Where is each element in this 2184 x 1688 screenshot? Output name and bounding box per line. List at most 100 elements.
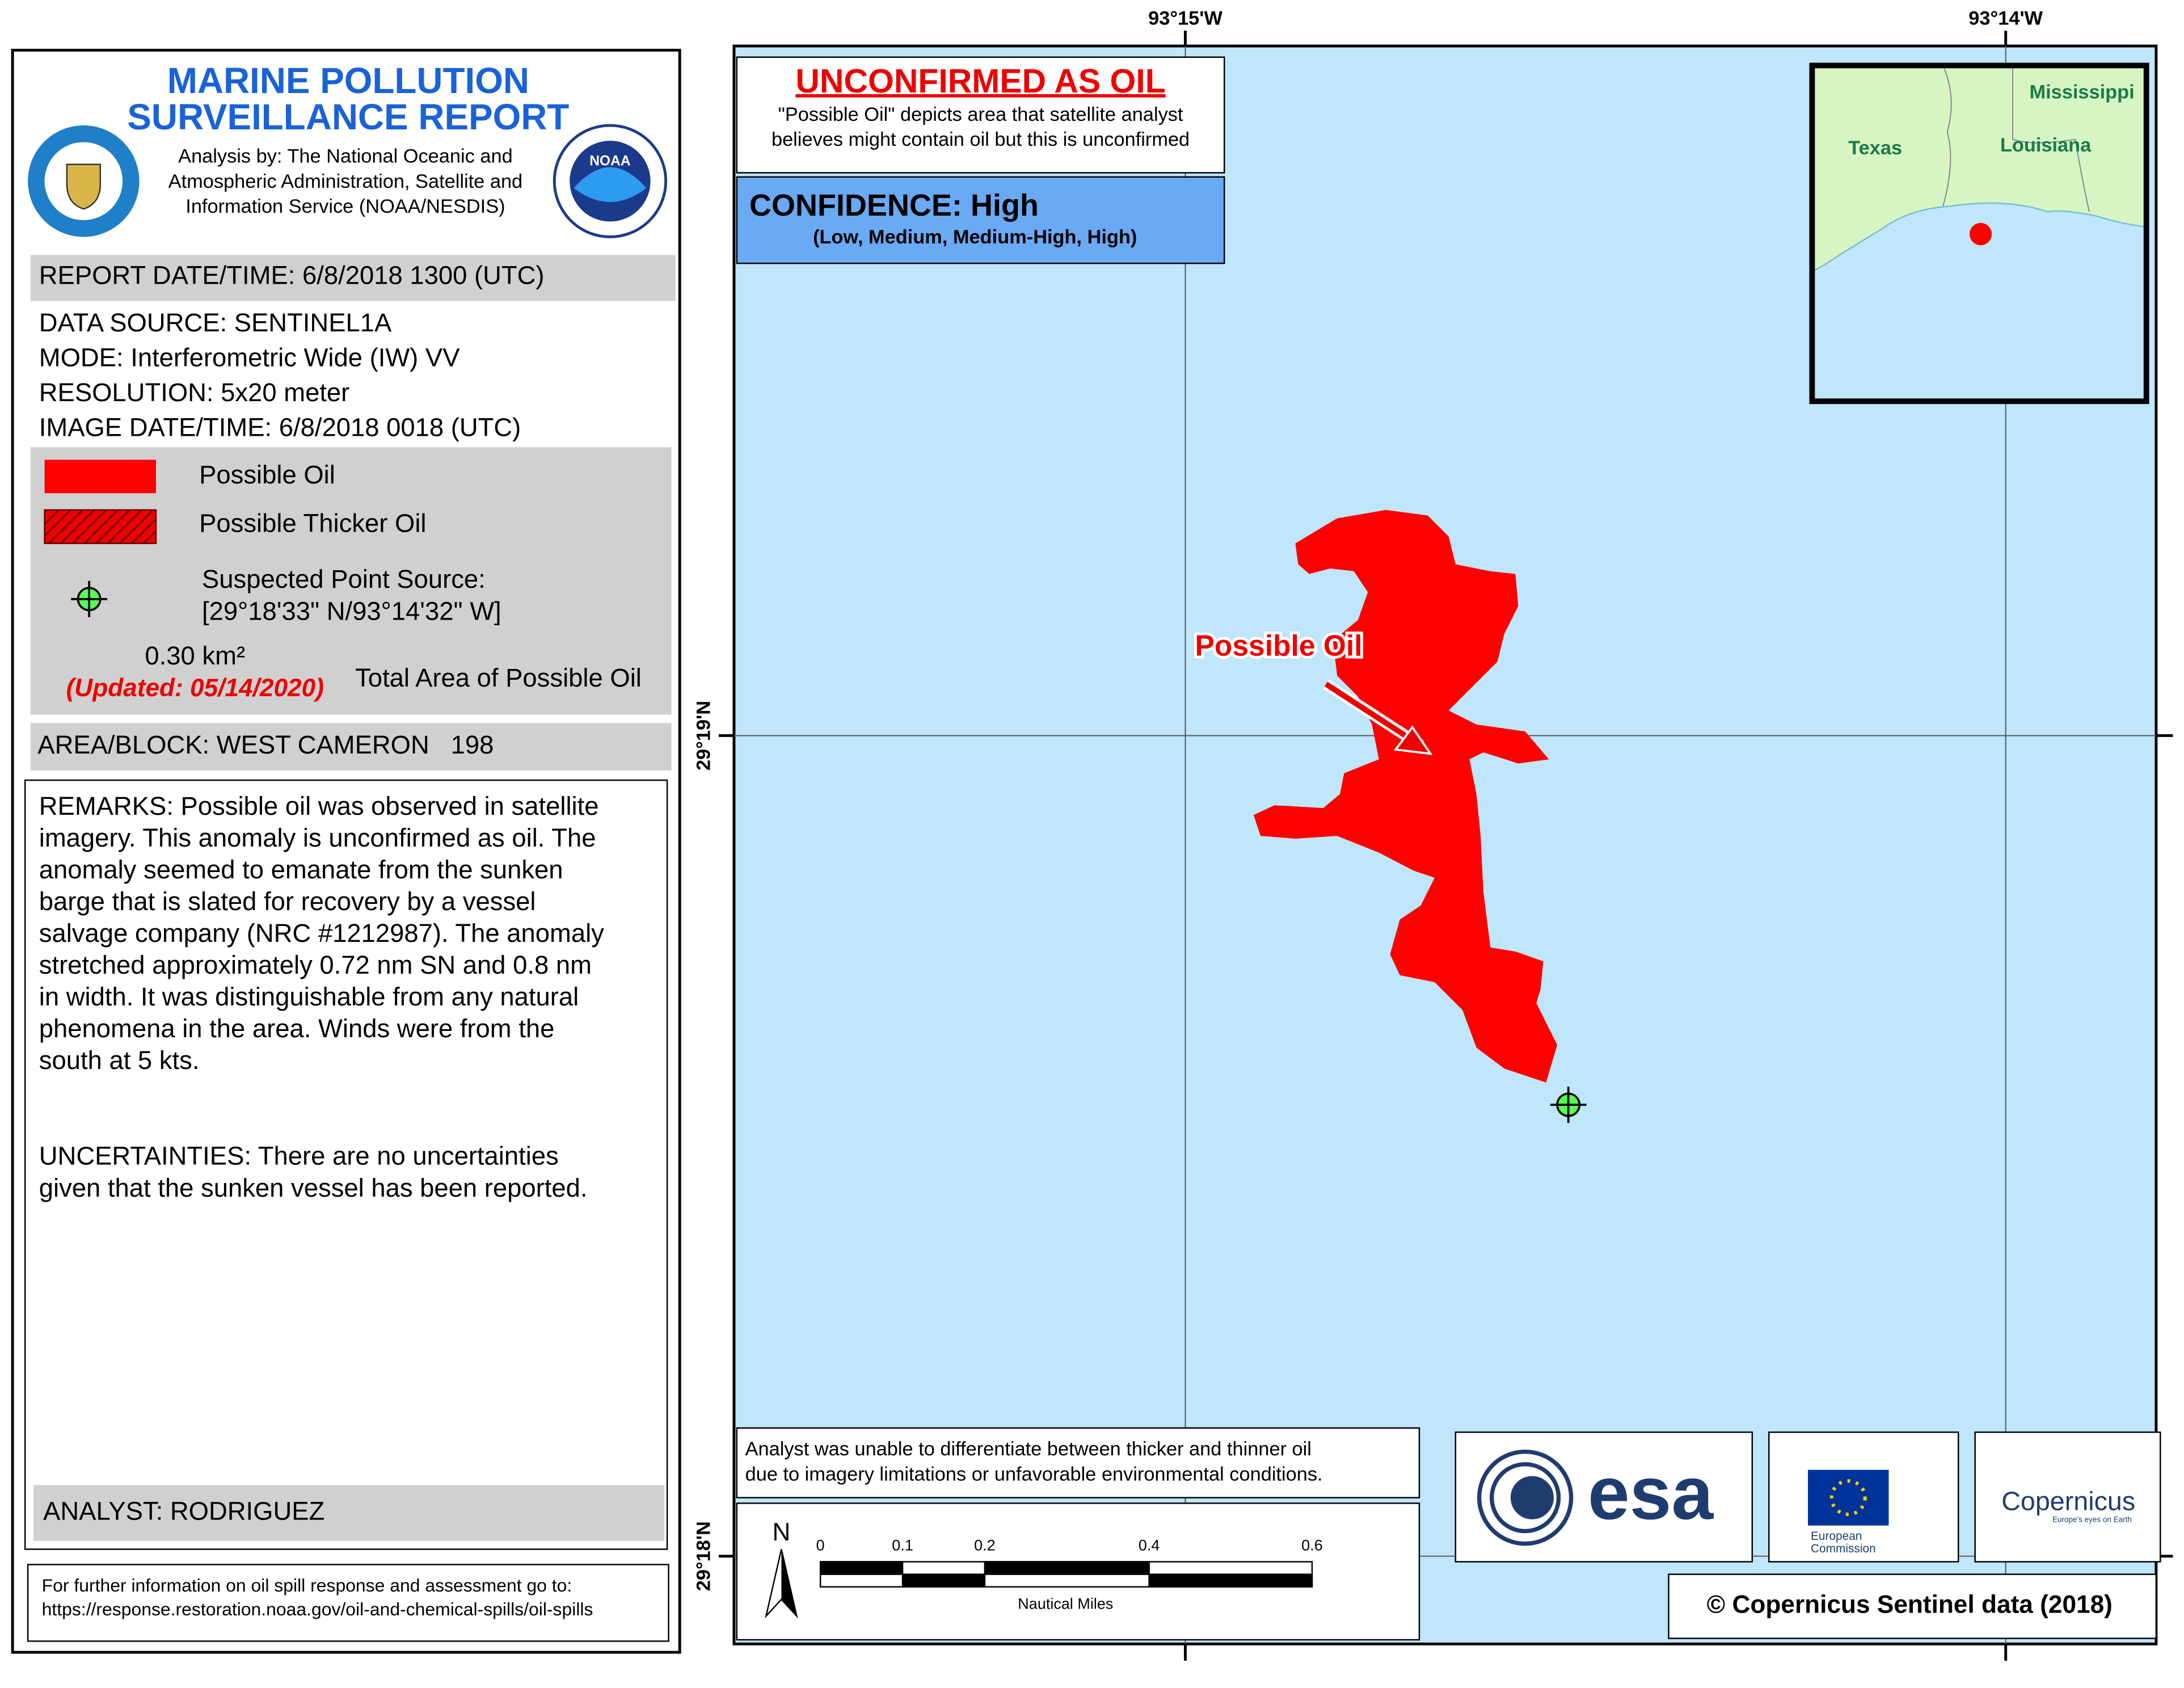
remark-line: barge that is slated for recovery by a v… [39, 887, 536, 916]
remarks: REMARKS: Possible oil was observed in sa… [39, 792, 604, 1075]
block-bar [31, 723, 672, 771]
copernicus-tagline: Europe's eyes on Earth [2052, 1515, 2132, 1523]
area-label: Total Area of Possible Oil [355, 663, 642, 692]
scale-tick-label: 0.6 [1301, 1537, 1323, 1554]
lat-label: 29°19'N [693, 701, 714, 771]
shape [66, 163, 102, 210]
scale-tick-label: 0.2 [974, 1537, 996, 1554]
date-bar [31, 255, 676, 301]
scale-ticks: 0 0.1 0.2 0.4 0.6 [816, 1537, 1323, 1554]
footer: For further information on oil spill res… [42, 1575, 572, 1596]
shape [1393, 725, 1433, 755]
detail: IMAGE DATE/TIME: 6/8/2018 0018 (UTC) [39, 412, 521, 441]
status: UNCONFIRMED AS OIL [795, 63, 1165, 100]
shape [2012, 65, 2090, 212]
disclaimer-box [736, 1427, 1420, 1498]
remark-line: anomaly seemed to emanate from the sunke… [39, 855, 563, 884]
annotation-arrow [1323, 679, 1433, 755]
detail: MODE: Interferometric Wide (IW) VV [39, 343, 460, 372]
report-date: REPORT DATE/TIME: 6/8/2018 1300 (UTC) [39, 261, 545, 290]
noaa-text: NOAA [589, 153, 631, 169]
remark-line: REMARKS: Possible oil was observed in sa… [39, 792, 599, 820]
shape [819, 1561, 904, 1575]
analyst: ANALYST: RODRIGUEZ [43, 1497, 324, 1526]
oil-slick [1253, 510, 1558, 1083]
lat-label: 29°18'N [693, 1521, 714, 1591]
copernicus-text: Copernicus [2001, 1487, 2135, 1516]
remark-line: south at 5 kts. [39, 1046, 200, 1075]
shape [1324, 681, 1411, 741]
credit: © Copernicus Sentinel data (2018) [1707, 1591, 2113, 1619]
uncertainties: given that the sunken vessel has been re… [39, 1173, 588, 1202]
shape [1809, 62, 2149, 405]
credit-box [1668, 1573, 2157, 1639]
legend-label: Possible Thicker Oil [199, 509, 426, 538]
detail: DATA SOURCE: SENTINEL1A [39, 308, 392, 337]
area-block: AREA/BLOCK: WEST CAMERON 198 [37, 730, 494, 759]
inset-location [1969, 222, 1992, 246]
scale-bar [819, 1561, 1313, 1588]
analysis: Atmospheric Administration, Satellite an… [168, 171, 523, 192]
lon-label: 93°14'W [1968, 7, 2043, 29]
status-note: "Possible Oil" depicts area that satelli… [778, 104, 1183, 125]
shape [1811, 65, 2147, 273]
ec-text: European [1811, 1530, 1862, 1543]
legend-swatch-oil [44, 460, 156, 494]
confidence-scale: (Low, Medium, Medium-High, High) [813, 226, 1137, 248]
annotation: Possible Oil [1195, 629, 1362, 662]
legend-label: Possible Oil [199, 460, 335, 489]
shape [1148, 1573, 1313, 1588]
lon-label: 93°15'W [1148, 7, 1222, 29]
scale-tick-label: 0 [816, 1537, 825, 1554]
uncertainties: UNCERTAINTIES: There are no uncertaintie… [39, 1141, 559, 1170]
title: MARINE POLLUTION [167, 60, 529, 101]
confidence-box [736, 176, 1225, 264]
remark-line: imagery. This anomaly is unconfirmed as … [39, 823, 596, 852]
status-box [736, 56, 1225, 174]
title: SURVEILLANCE REPORT [127, 96, 569, 137]
inset-label: Mississippi [2029, 82, 2134, 103]
esa-mark [1477, 1449, 1574, 1546]
esa-text: esa [1588, 1451, 1714, 1535]
inset-label: Louisiana [2000, 134, 2092, 156]
legend-label: Suspected Point Source: [202, 565, 486, 593]
shape [1490, 1462, 1561, 1534]
remark-line: stretched approximately 0.72 nm SN and 0… [39, 950, 592, 979]
shape [901, 1573, 986, 1588]
analyst-bar [33, 1485, 665, 1541]
scale-tick-label: 0.1 [892, 1537, 913, 1554]
confidence: CONFIDENCE: High [749, 188, 1039, 222]
legend-swatch-thick [44, 509, 157, 544]
copernicus-logo [1974, 1431, 2161, 1563]
disclaimer: due to imagery limitations or unfavorabl… [745, 1463, 1323, 1485]
commerce-seal [28, 125, 140, 237]
shape [781, 1549, 797, 1617]
shape [1942, 65, 1952, 207]
status-note: believes might contain oil but this is u… [771, 129, 1190, 150]
noaa-seal: NOAA [553, 124, 668, 238]
updated: (Updated: 05/14/2020) [66, 674, 324, 702]
area-value: 0.30 km² [145, 641, 245, 670]
legend-label: [29°18'33" N/93°14'32" W] [202, 596, 501, 625]
graticule-ticks [718, 31, 2173, 1661]
footer: https://response.restoration.noaa.gov/oi… [42, 1599, 593, 1619]
shape [1510, 1476, 1554, 1519]
scale-tick-label: 0.4 [1139, 1537, 1160, 1554]
remark-line: phenomena in the area. Winds were from t… [39, 1014, 555, 1043]
remark-line: in width. It was distinguishable from an… [39, 982, 579, 1011]
shape [1829, 1479, 1867, 1517]
ec-text: Commission [1811, 1542, 1876, 1555]
scale-unit: Nautical Miles [1018, 1596, 1113, 1613]
remark-line: salvage company (NRC #1212987). The anom… [39, 919, 604, 948]
eu-flag [1808, 1470, 1889, 1526]
inset-label: Texas [1848, 137, 1902, 159]
remarks-box [24, 779, 668, 1550]
analysis: Information Service (NOAA/NESDIS) [185, 196, 505, 217]
shape [984, 1561, 1150, 1575]
analysis: Analysis by: The National Oceanic and [178, 146, 513, 167]
disclaimer: Analyst was unable to differentiate betw… [745, 1438, 1312, 1460]
shape [1477, 1449, 1574, 1546]
footer-box [27, 1564, 669, 1642]
